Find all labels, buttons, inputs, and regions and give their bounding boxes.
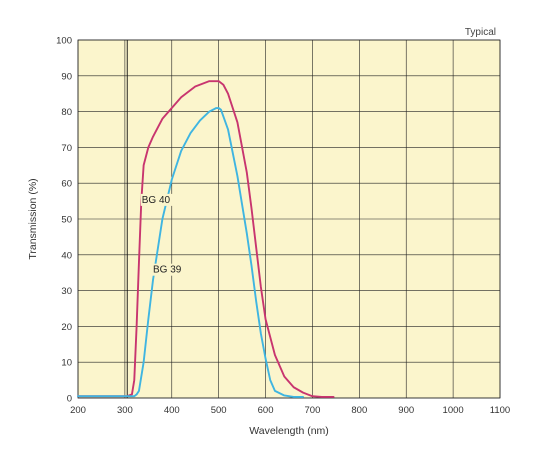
x-tick-label: 200	[70, 405, 86, 416]
y-tick-label: 100	[56, 36, 72, 47]
y-tick-label: 10	[61, 358, 72, 369]
y-tick-label: 90	[61, 71, 72, 82]
x-tick-labels: 200 300 400 500 600 700 800 900 1000 1100	[70, 405, 510, 416]
y-tick-label: 40	[61, 250, 72, 261]
x-tick-label: 1100	[490, 405, 510, 416]
plot-border	[77, 39, 501, 399]
y-tick-label: 80	[61, 107, 72, 118]
y-tick-label: 50	[61, 215, 72, 226]
y-axis-label: Transmission (%)	[27, 178, 39, 259]
x-tick-label: 400	[164, 405, 180, 416]
y-tick-labels: 0 10 20 30 40 50 60 70 80 90 100	[56, 36, 72, 405]
series-lines	[77, 80, 335, 398]
x-tick-label: 1000	[443, 405, 464, 416]
series-labels: BG 40 BG 39	[140, 193, 187, 276]
y-tick-label: 0	[67, 394, 72, 405]
series-label: BG 39	[153, 265, 182, 276]
series-label: BG 40	[142, 195, 171, 206]
x-tick-label: 600	[258, 405, 274, 416]
y-tick-label: 30	[61, 286, 72, 297]
x-tick-label: 800	[351, 405, 367, 416]
series-label-background	[152, 263, 187, 276]
x-tick-label: 500	[211, 405, 227, 416]
x-axis-label: Wavelength (nm)	[249, 425, 329, 437]
y-tick-label: 20	[61, 322, 72, 333]
series-label-background	[140, 193, 175, 206]
series-line-bg-40	[77, 80, 335, 398]
typical-annotation: Typical	[465, 27, 496, 38]
y-tick-label: 70	[61, 143, 72, 154]
x-tick-label: 900	[398, 405, 414, 416]
x-tick-label: 700	[305, 405, 321, 416]
x-tick-label: 300	[117, 405, 133, 416]
series-line-bg-39	[77, 107, 305, 398]
grid	[77, 39, 501, 399]
y-tick-label: 60	[61, 179, 72, 190]
